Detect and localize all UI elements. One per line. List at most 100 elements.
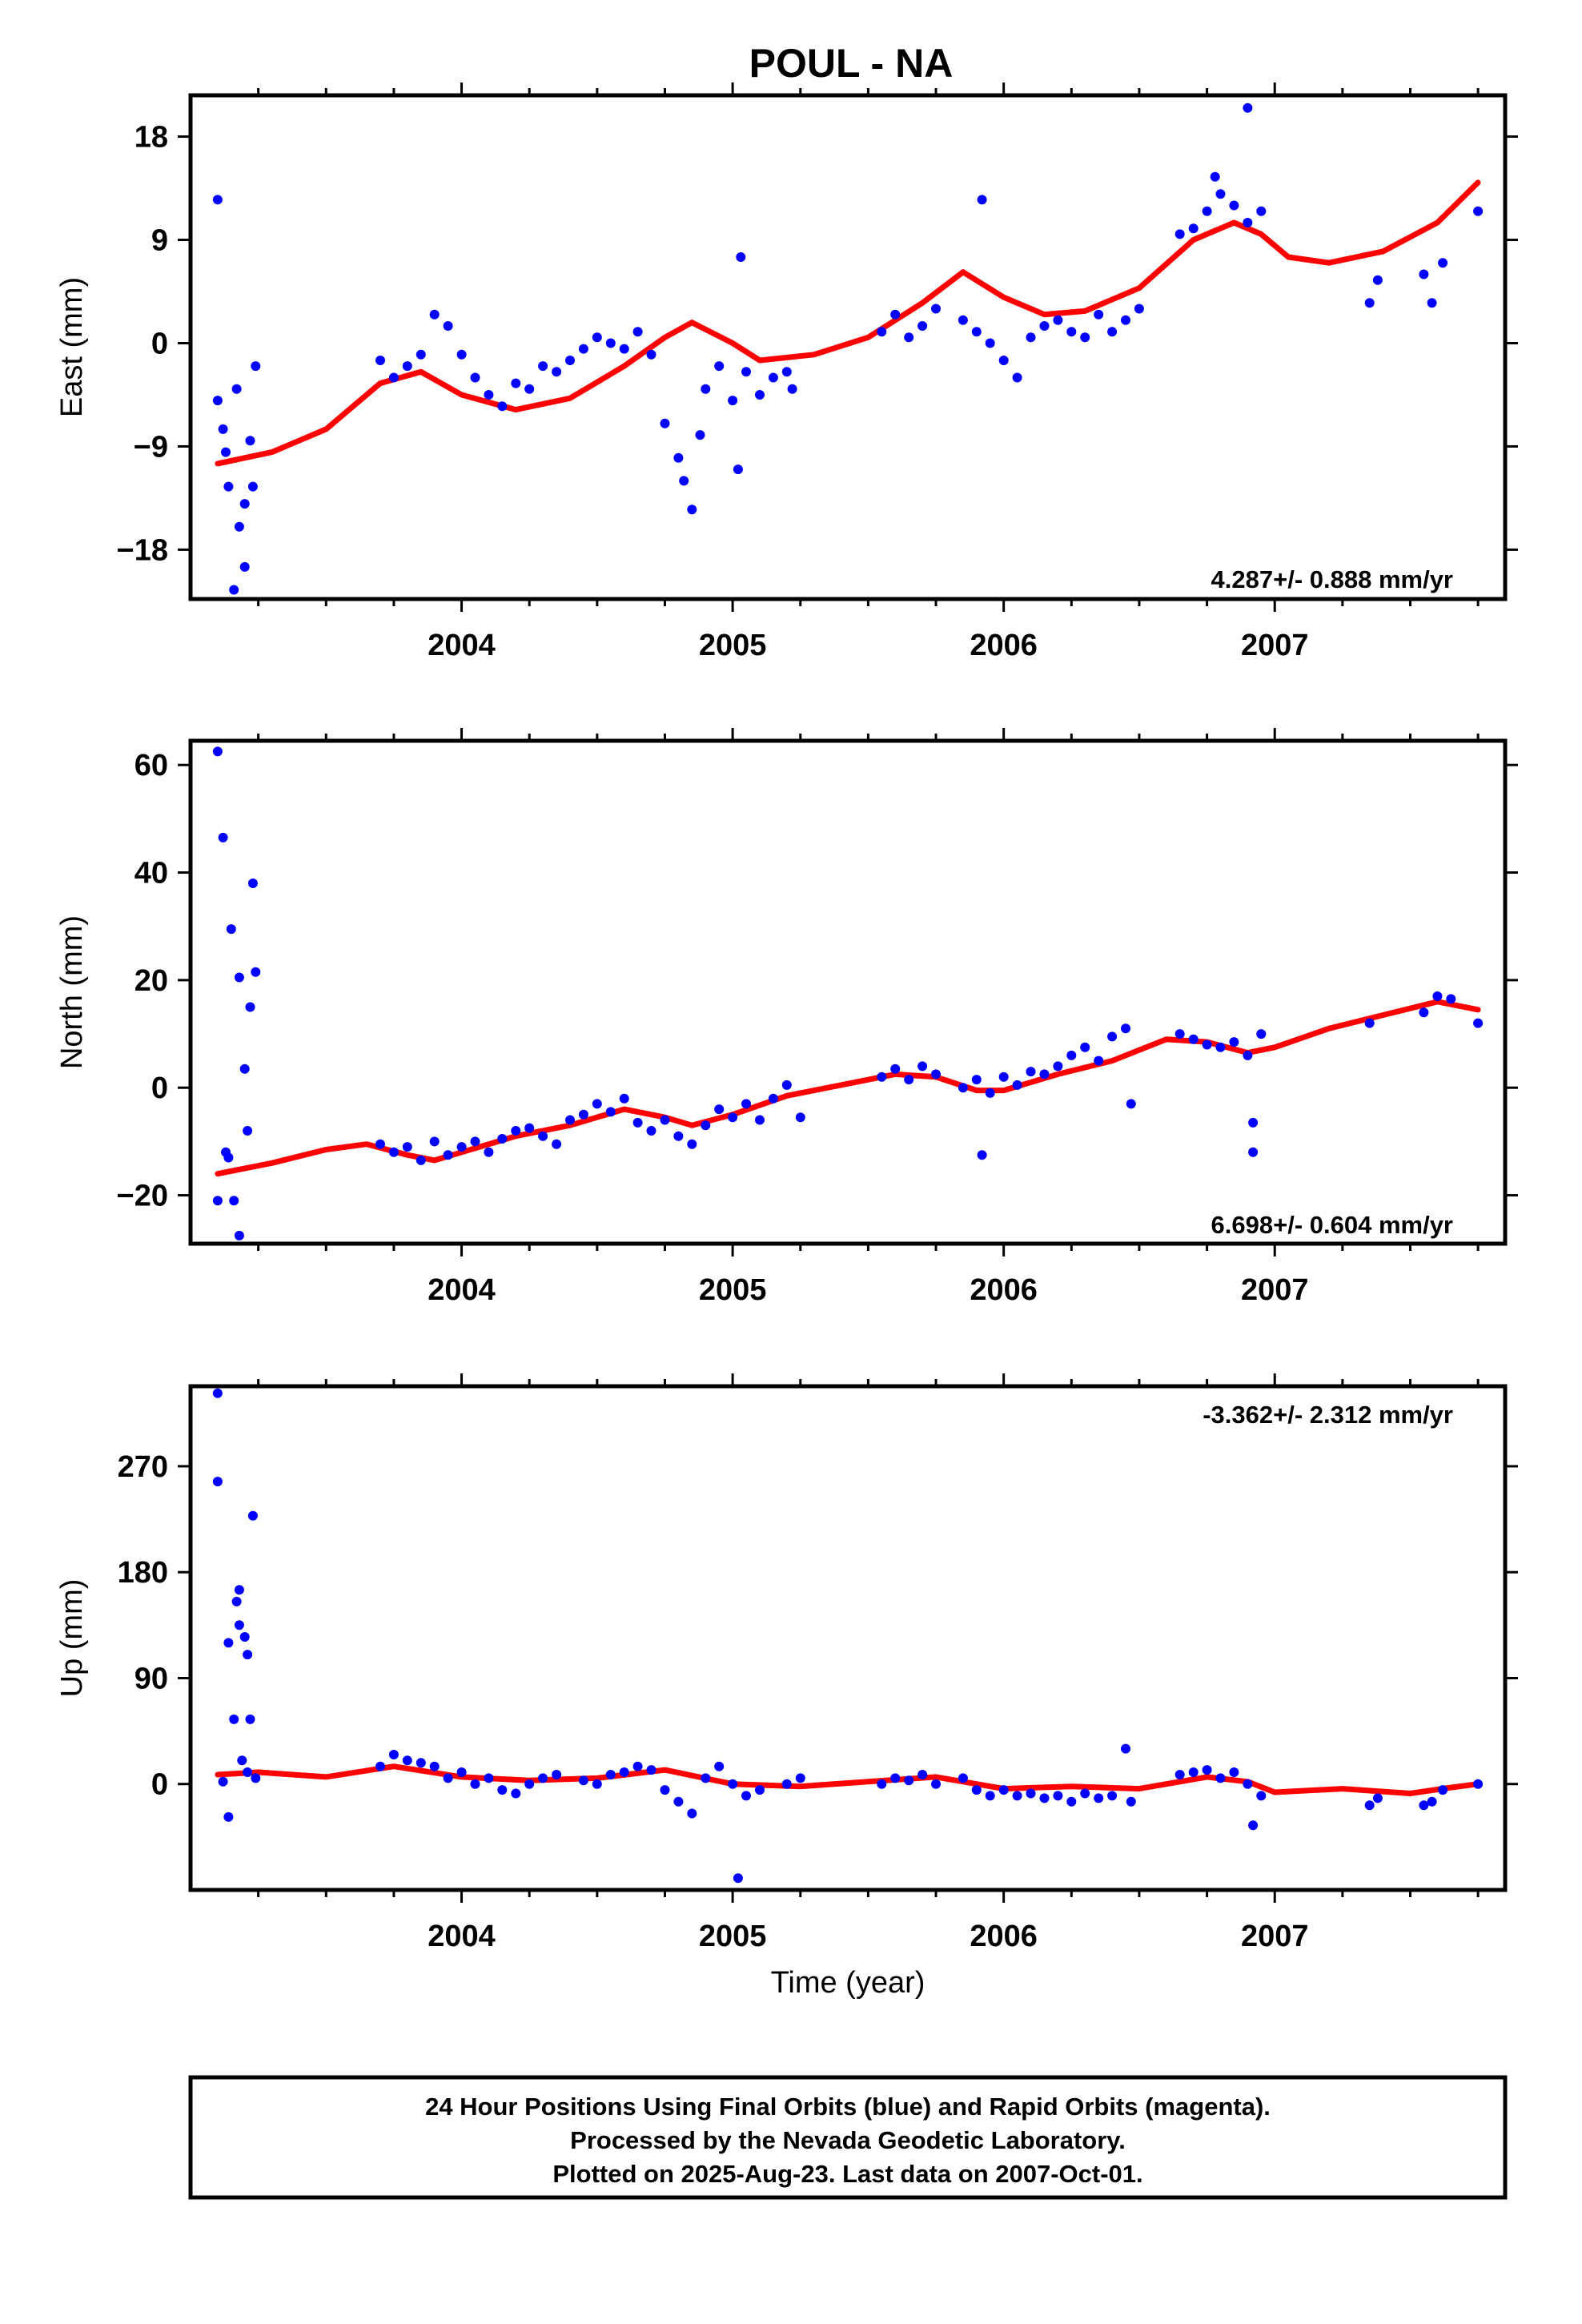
y-tick-label: −20 — [117, 1180, 168, 1213]
data-point — [223, 481, 234, 492]
y-tick-label: 0 — [151, 327, 168, 360]
data-point — [632, 1117, 643, 1128]
data-point — [243, 1767, 253, 1777]
data-point — [243, 1650, 253, 1660]
data-point — [1121, 315, 1130, 325]
data-point — [619, 1767, 629, 1777]
data-point — [212, 1388, 223, 1398]
data-point — [931, 1779, 941, 1789]
data-point — [388, 1750, 399, 1759]
data-point — [592, 332, 602, 343]
data-point — [218, 1776, 228, 1787]
data-point — [1364, 298, 1375, 308]
data-point — [728, 1779, 738, 1789]
data-point — [416, 1155, 426, 1165]
data-point — [497, 1134, 508, 1144]
data-point — [1121, 1023, 1130, 1034]
data-point — [212, 1477, 223, 1486]
data-point — [917, 321, 928, 331]
data-point — [245, 1714, 255, 1724]
data-point — [402, 1755, 412, 1766]
data-point — [660, 1115, 670, 1125]
data-point — [470, 372, 480, 383]
data-point — [985, 1791, 995, 1801]
data-point — [1174, 1029, 1185, 1039]
data-point — [497, 1785, 508, 1795]
y-tick-label: 0 — [151, 1768, 168, 1802]
data-point — [985, 1088, 995, 1098]
data-point — [890, 1773, 901, 1783]
y-tick-label: −9 — [134, 430, 168, 464]
x-tick-label: 2007 — [1241, 1920, 1309, 1953]
data-point — [1243, 1779, 1253, 1789]
data-point — [1121, 1743, 1130, 1754]
data-point — [524, 1123, 535, 1133]
data-point — [1174, 1770, 1185, 1779]
plot-frame — [188, 93, 1508, 601]
data-point — [1053, 1061, 1063, 1072]
panel-3: 2004 2005 2006 2007 0 90 180 270 Up (mm) -3.362+/… — [55, 1373, 1518, 2000]
plot-frame — [188, 1384, 1508, 1892]
data-point — [212, 396, 223, 406]
data-point — [687, 1808, 697, 1819]
data-point — [592, 1779, 602, 1789]
data-point — [1243, 218, 1253, 227]
data-point — [931, 304, 941, 314]
data-point — [687, 505, 697, 515]
data-point — [958, 1083, 968, 1093]
data-point — [1427, 298, 1437, 308]
data-point — [687, 1139, 697, 1149]
data-point — [443, 1150, 453, 1160]
x-tick-label: 2006 — [970, 1273, 1038, 1307]
data-point — [1202, 1765, 1212, 1775]
data-point — [470, 1779, 480, 1789]
data-point — [229, 585, 239, 595]
data-point — [497, 401, 508, 412]
data-point — [1243, 103, 1253, 113]
data-point — [646, 1765, 656, 1775]
data-point — [646, 349, 656, 360]
y-tick-label: 40 — [135, 857, 168, 891]
data-point — [456, 349, 467, 360]
data-point — [695, 430, 705, 440]
data-point — [998, 1072, 1009, 1082]
data-point — [470, 1136, 480, 1147]
data-point — [416, 1758, 426, 1768]
data-point — [1026, 1788, 1036, 1799]
data-point — [714, 1761, 725, 1771]
data-point — [247, 1510, 258, 1521]
data-point — [429, 1136, 440, 1147]
data-point — [552, 1770, 562, 1779]
data-point — [728, 396, 738, 406]
x-tick-label: 2005 — [699, 1920, 767, 1953]
data-point — [904, 1775, 914, 1786]
rate-label: 6.698+/- 0.604 mm/yr — [1211, 1211, 1453, 1239]
data-point — [218, 832, 228, 842]
data-point — [239, 499, 250, 509]
data-point — [741, 367, 751, 377]
data-point — [904, 1075, 914, 1085]
data-point — [1012, 372, 1022, 383]
data-points — [212, 103, 1484, 595]
data-point — [511, 1126, 521, 1136]
data-point — [877, 1072, 887, 1082]
data-point — [565, 1115, 575, 1125]
data-point — [251, 967, 261, 977]
data-point — [223, 1638, 234, 1648]
x-tick-label: 2004 — [428, 629, 496, 662]
data-point — [552, 1139, 562, 1149]
data-point — [877, 327, 887, 337]
data-point — [958, 315, 968, 325]
data-point — [212, 746, 223, 757]
data-point — [632, 327, 643, 337]
y-tick-label: −18 — [117, 533, 168, 567]
data-point — [701, 384, 711, 394]
data-point — [795, 1773, 805, 1783]
data-point — [1215, 189, 1226, 199]
data-point — [1248, 1820, 1259, 1831]
data-point — [1107, 1791, 1118, 1801]
y-tick-label: 270 — [118, 1450, 168, 1484]
data-point — [998, 356, 1009, 365]
data-point — [795, 1112, 805, 1123]
